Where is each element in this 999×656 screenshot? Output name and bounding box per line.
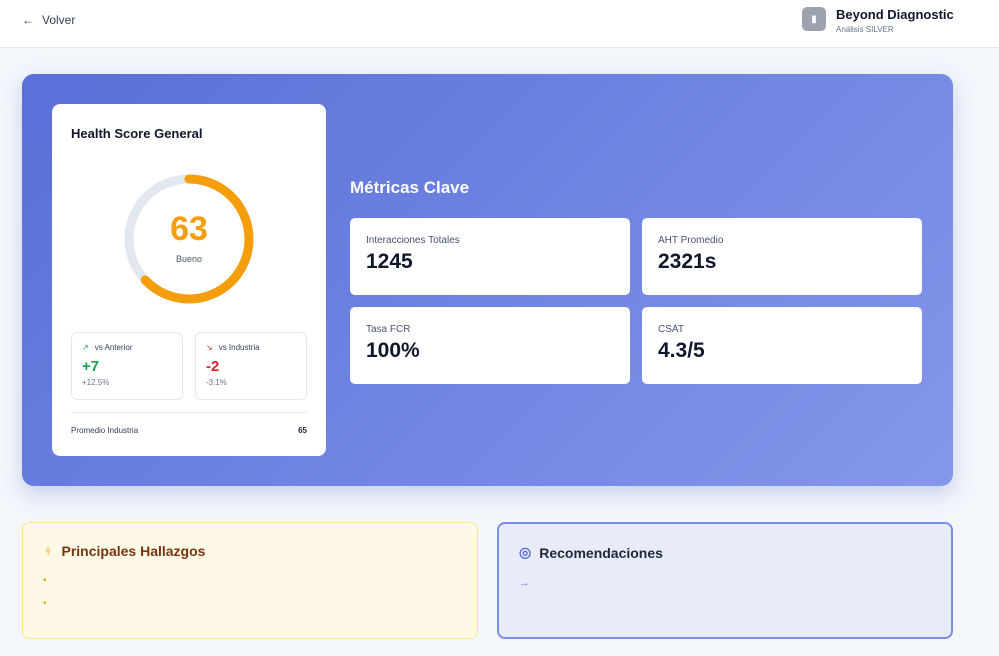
- target-icon: ◎: [519, 544, 532, 560]
- metric-value: 100%: [366, 339, 420, 362]
- metric-card: Interacciones Totales 1245: [350, 218, 630, 295]
- back-button[interactable]: ← Volver: [22, 13, 75, 27]
- vs-industria-card: ↘ vs Industria -2 -3.1%: [195, 332, 307, 400]
- metric-value: 4.3/5: [658, 339, 705, 362]
- score-value: 63: [170, 210, 208, 248]
- recommendation-item: →: [519, 577, 530, 589]
- recommendations-card: ◎ Recomendaciones →: [497, 522, 953, 639]
- vs-industria-pct: -3.1%: [206, 378, 227, 387]
- health-title: Health Score General: [71, 126, 203, 141]
- vs-anterior-pct: +12.5%: [82, 378, 110, 387]
- vs-industria-label: vs Industria: [218, 343, 260, 352]
- industry-label: Promedio Industria: [71, 426, 139, 435]
- finding-item: •: [43, 575, 47, 586]
- vs-anterior-card: ↗ vs Anterior +7 +12.5%: [71, 332, 183, 400]
- metric-value: 2321s: [658, 250, 717, 273]
- lightbulb-icon: ♀: [43, 543, 54, 559]
- recommendations-title: Recomendaciones: [539, 544, 663, 561]
- metrics-title: Métricas Clave: [350, 178, 470, 197]
- metric-label: AHT Promedio: [658, 235, 724, 246]
- metric-label: Tasa FCR: [366, 324, 411, 335]
- metric-card: CSAT 4.3/5: [642, 307, 922, 384]
- score-gauge: [124, 174, 254, 304]
- metric-label: CSAT: [658, 324, 684, 335]
- score-status: Bueno: [175, 254, 203, 264]
- vs-anterior-value: +7: [82, 358, 100, 375]
- bar-chart-icon: ▮: [802, 7, 826, 31]
- brand-title: Beyond Diagnostic: [836, 7, 954, 22]
- metric-value: 1245: [366, 250, 413, 273]
- brand-subtitle: Análisis SILVER: [836, 25, 894, 34]
- vs-industria-value: -2: [206, 358, 220, 375]
- finding-item: •: [43, 598, 47, 609]
- hero-panel: Health Score General 63 Bueno ↗ vs Anteri…: [22, 74, 953, 486]
- health-score-card: Health Score General 63 Bueno ↗ vs Anteri…: [52, 104, 326, 456]
- divider: [71, 412, 307, 413]
- metric-label: Interacciones Totales: [366, 235, 460, 246]
- back-label: Volver: [42, 13, 76, 27]
- top-bar: ← Volver ▮ Beyond Diagnostic Análisis SIL…: [0, 0, 999, 48]
- brand: ▮ Beyond Diagnostic Análisis SILVER: [802, 7, 954, 34]
- metric-card: AHT Promedio 2321s: [642, 218, 922, 295]
- trending-down-icon: ↘: [206, 343, 213, 352]
- industry-value: 65: [298, 426, 307, 435]
- arrow-left-icon: ←: [22, 13, 34, 27]
- findings-title: Principales Hallazgos: [61, 543, 206, 559]
- trending-up-icon: ↗: [82, 343, 89, 352]
- gauge-arc: [124, 174, 254, 304]
- metric-card: Tasa FCR 100%: [350, 307, 630, 384]
- findings-card: ♀ Principales Hallazgos • •: [22, 522, 478, 639]
- vs-anterior-label: vs Anterior: [94, 343, 133, 352]
